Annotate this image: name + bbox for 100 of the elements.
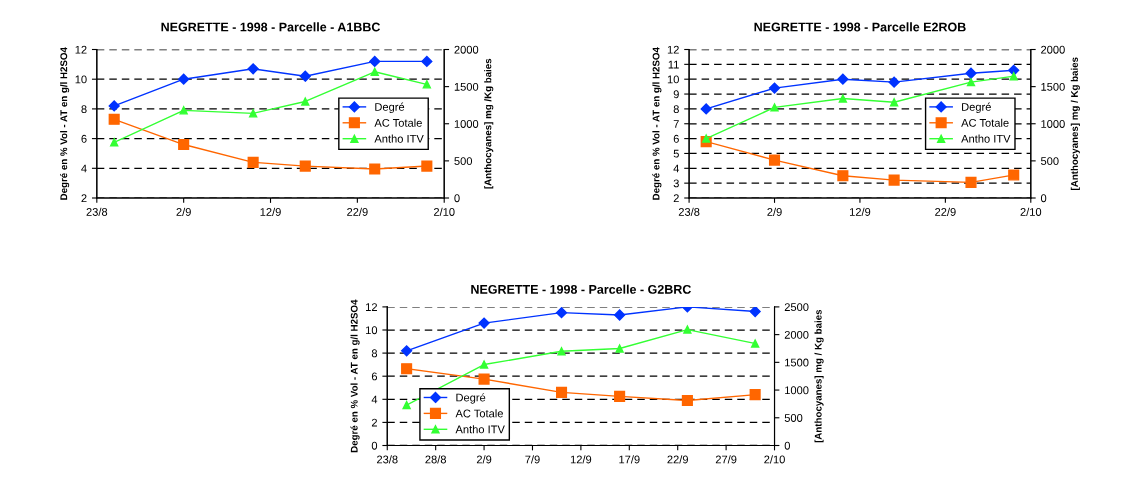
x-tick-label: 23/8 — [86, 207, 108, 216]
x-tick-label: 2/9 — [476, 455, 492, 464]
legend-label: Antho ITV — [374, 134, 424, 143]
point — [615, 344, 624, 353]
point — [1009, 72, 1018, 81]
y-tick-label: 4 — [371, 395, 378, 404]
legend-label: Antho ITV — [961, 134, 1011, 143]
legend-label: Degré — [962, 102, 991, 114]
y-tick-label: 11 — [668, 60, 679, 69]
point — [837, 170, 849, 182]
legend-label: AC Totale — [374, 118, 422, 127]
y2-tick-label: 1000 — [1041, 120, 1065, 128]
y-tick-label: 6 — [673, 134, 679, 143]
y2-tick-label: 500 — [454, 157, 473, 166]
legend-label: AC Totale — [455, 409, 503, 418]
point — [421, 160, 433, 172]
x-tick-label: 17/9 — [619, 455, 640, 464]
point — [700, 103, 712, 115]
y-tick-label: 8 — [371, 349, 378, 358]
y-tick-label: 2 — [371, 418, 377, 427]
point — [888, 76, 900, 88]
point — [178, 73, 190, 85]
point — [702, 134, 711, 143]
point — [837, 73, 849, 85]
point — [614, 309, 626, 321]
y-tick-label: 3 — [673, 179, 679, 188]
y2-tick-label: 2000 — [454, 45, 479, 54]
x-tick-label: 12/9 — [849, 207, 871, 216]
y-tick-label: 12 — [75, 45, 87, 54]
point — [770, 103, 779, 112]
point — [749, 306, 761, 318]
x-tick-label: 2/10 — [764, 455, 785, 464]
point — [681, 394, 693, 407]
point — [299, 70, 311, 82]
point — [401, 345, 413, 357]
point — [178, 138, 190, 151]
y-tick-label: 12 — [667, 45, 679, 54]
point — [299, 160, 311, 172]
x-tick-label: 2/9 — [767, 207, 782, 216]
y-axis-title: Degré en % Vol - AT en g/l H2SO4 — [59, 47, 70, 200]
x-tick-label: 23/8 — [377, 455, 398, 464]
y-axis-title: Degré en % Vol - AT en g/l H2SO4 — [652, 47, 662, 200]
point — [422, 80, 432, 89]
chart-title: NEGRETTE - 1998 - Parcelle - A1BBC — [161, 22, 381, 32]
chart-title: NEGRETTE - 1998 - Parcelle E2ROB — [754, 22, 966, 32]
y-tick-label: 4 — [81, 164, 87, 173]
point — [301, 97, 310, 106]
point — [402, 400, 411, 410]
x-tick-label: 2/10 — [1020, 207, 1042, 216]
x-tick-label: 22/9 — [667, 455, 688, 464]
point — [179, 106, 188, 115]
point — [421, 55, 433, 67]
y-tick-label: 10 — [667, 75, 679, 84]
y2-tick-label: 0 — [784, 441, 790, 450]
point — [108, 113, 120, 125]
point — [478, 373, 490, 385]
point — [479, 360, 489, 369]
point — [557, 347, 566, 356]
point — [683, 325, 692, 334]
point — [478, 317, 490, 329]
x-tick-label: 2/10 — [433, 207, 455, 216]
point — [110, 138, 119, 147]
y2-tick-label: 0 — [1040, 194, 1047, 203]
point — [369, 55, 381, 67]
y-tick-label: 12 — [366, 303, 377, 311]
legend-label: Antho ITV — [455, 425, 505, 434]
point — [614, 390, 626, 402]
point — [1008, 169, 1020, 181]
y2-tick-label: 1500 — [1041, 82, 1065, 91]
y2-axis-title: [Anthocyanes] mg /Kg baies — [484, 58, 494, 189]
point — [401, 363, 413, 375]
point — [750, 339, 760, 348]
y-tick-label: 6 — [81, 134, 87, 143]
y-tick-label: 8 — [673, 105, 679, 114]
point — [247, 156, 259, 168]
x-tick-label: 23/8 — [678, 207, 700, 216]
legend-label: AC Totale — [961, 118, 1009, 127]
x-tick-label: 2/9 — [176, 207, 191, 216]
y2-tick-label: 2000 — [784, 330, 809, 339]
y-tick-label: 2 — [673, 194, 679, 203]
point — [108, 100, 120, 112]
y2-tick-label: 1000 — [454, 120, 479, 128]
y2-tick-label: 1500 — [454, 82, 479, 91]
point — [838, 94, 848, 103]
y2-axis-title: [Anthocyanes] mg / Kg baies — [814, 309, 824, 443]
y-tick-label: 0 — [371, 441, 378, 450]
y-tick-label: 4 — [673, 164, 680, 173]
y-tick-label: 9 — [673, 90, 679, 99]
y2-tick-label: 0 — [454, 194, 460, 203]
y-tick-label: 5 — [673, 149, 679, 158]
x-tick-label: 7/9 — [525, 455, 540, 464]
point — [768, 154, 781, 166]
y2-tick-label: 500 — [784, 414, 803, 422]
x-tick-label: 22/9 — [935, 207, 956, 216]
x-tick-label: 12/9 — [570, 455, 592, 464]
x-tick-label: 28/8 — [425, 455, 446, 464]
point — [889, 98, 899, 107]
point — [966, 78, 976, 87]
point — [965, 176, 977, 188]
point — [749, 389, 761, 401]
